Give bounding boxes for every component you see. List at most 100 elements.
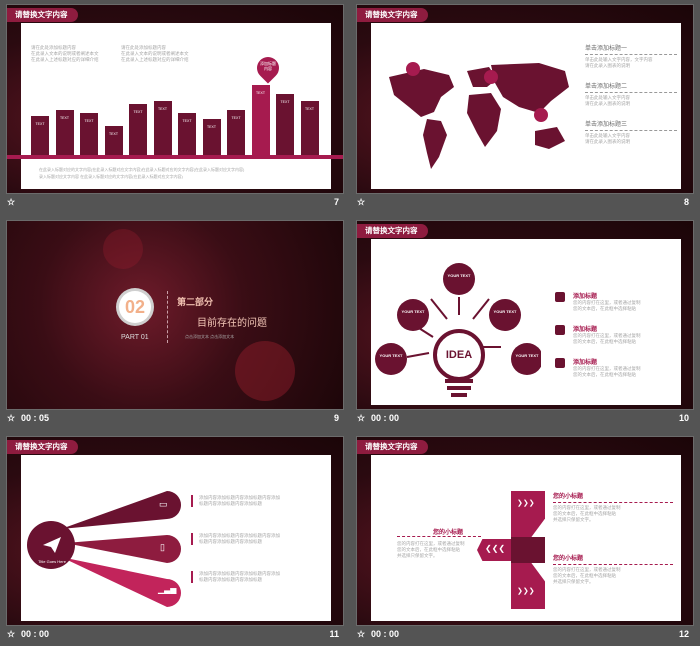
idea-list-item: 添加标题 您的内容打在这里，或者通过复制 您的文本后，在此框中选择粘贴 <box>555 324 675 345</box>
star-icon[interactable]: ☆ <box>7 413 16 423</box>
slide-9-canvas: 02 PART 01 第二部分 目前存在的问题 点击添加文本 点击添加文本 <box>6 220 344 410</box>
slide-number: 10 <box>678 413 689 423</box>
arrow-left-glyph: ❮❮❮ <box>485 544 506 553</box>
world-map <box>389 62 569 169</box>
bar-label: TEXT <box>133 109 143 114</box>
slide-thumbnail-9[interactable]: 02 PART 01 第二部分 目前存在的问题 点击添加文本 点击添加文本 ☆ … <box>3 217 347 429</box>
footer-text-1: 在此录入标题对应的文字内容(在此录入标题对应文字内容)在此录入标题对应的文字内容… <box>39 167 245 172</box>
funnel-text: 添加内容添加标题内容添加标题内容添加 标题内容添加标题内容添加标题 <box>191 571 321 583</box>
section-number: 02 <box>124 297 146 317</box>
idea-item-desc: 您的内容打在这里，或者通过复制 您的文本后，在此框中选择粘贴 <box>573 300 641 311</box>
bokeh-light <box>103 229 143 269</box>
monitor-icon: ▭ <box>159 499 168 509</box>
bar: TEXT <box>276 93 294 155</box>
map-asia <box>491 63 569 113</box>
arrow-top-glyph: ❯❯❯ <box>517 500 535 507</box>
slide-thumbnail-7[interactable]: 请替换文字内容 请在此处添加标题内容 在此录入文本的说明或者阐述本文 在此录入上… <box>3 1 347 213</box>
idea-item-desc: 您的内容打在这里，或者通过复制 您的文本后，在此框中选择粘贴 <box>573 333 641 344</box>
idea-item-title: 添加标题 <box>573 327 598 333</box>
slide-tag: 请替换文字内容 <box>7 440 78 454</box>
right-item-desc: 您的内容打在这里，或者通过复制 您的文本后，在此框中选择粘贴 并选择只保留文字。 <box>553 505 621 522</box>
funnel-diagram <box>27 491 181 607</box>
slide-7-canvas: 请替换文字内容 请在此处添加标题内容 在此录入文本的说明或者阐述本文 在此录入上… <box>6 4 344 194</box>
funnel-texts: 添加内容添加标题内容添加标题内容添加 标题内容添加标题内容添加标题 添加内容添加标… <box>191 495 321 609</box>
slide-thumbnail-11[interactable]: 请替换文字内容 Title Goes Here ▭ ▯ ▁▃▅ 添加内容添加标题… <box>3 433 347 645</box>
part-label: PART 01 <box>121 334 149 341</box>
location-icon <box>555 325 565 335</box>
arrow-block-top <box>511 491 545 537</box>
star-icon[interactable]: ☆ <box>7 197 16 207</box>
bar-label: TEXT <box>35 121 45 126</box>
content-panel: 请在此处添加标题内容 在此录入文本的说明或者阐述本文 在此录入上述标题对应的详细… <box>7 23 343 189</box>
content-panel: 单击添加标题一 单击此处输入文字内容，文字内容 请在此录入图表的说明 单击添加标题二… <box>371 23 681 189</box>
right-items: 您的小标题 您的内容打在这里，或者通过复制 您的文本后，在此框中选择粘贴 并选择只… <box>553 491 673 615</box>
timing: 00 : 00 <box>371 413 400 423</box>
map-legend-item: 单击添加标题一 单击此处输入文字内容，文字内容 请在此录入图表的说明 <box>585 43 677 69</box>
footer-text-2: 录入标题对应文字内容 在此录入标题对应的文字内容(在此录入标题对应文字内容) <box>39 174 183 179</box>
bar-label: TEXT <box>280 99 290 104</box>
slide-number: 11 <box>329 629 339 639</box>
phone-icon: ▯ <box>160 542 165 552</box>
slide-tag: 请替换文字内容 <box>7 8 78 22</box>
arrow-block-left <box>477 539 511 561</box>
bar-label: TEXT <box>109 131 118 136</box>
bar: TEXT <box>104 125 123 155</box>
bar-label: TEXT <box>182 118 192 123</box>
slide-meta: ☆ 00 : 00 10 <box>357 413 693 427</box>
bubble-label: 添加标题内容 <box>260 61 276 71</box>
map-legend-list: 单击添加标题一 单击此处输入文字内容，文字内容 请在此录入图表的说明 单击添加标题二… <box>585 43 677 157</box>
arrow-bottom-glyph: ❯❯❯ <box>517 588 535 595</box>
idea-list-item: 添加标题 您的内容打在这里，或者通过复制 您的文本后，在此框中选择粘贴 <box>555 291 675 312</box>
idea-item-title: 添加标题 <box>573 360 598 366</box>
idea-item-desc: 您的内容打在这里，或者通过复制 您的文本后，在此框中选择粘贴 <box>573 366 641 377</box>
bar-label: TEXT <box>207 124 216 129</box>
section-subtitle: 目前存在的问题 <box>197 318 267 329</box>
slide-number: 12 <box>678 629 689 639</box>
slide-tag: 请替换文字内容 <box>357 8 428 22</box>
slide-8-canvas: 请替换文字内容 单击添加标题一 单击此处输入文字内容，文字内容 请在此录入图表的说 <box>356 4 694 194</box>
funnel-text: 添加内容添加标题内容添加标题内容添加 标题内容添加标题内容添加标题 <box>191 533 321 545</box>
bar-label: TEXT <box>60 115 69 120</box>
star-icon[interactable]: ☆ <box>357 629 366 639</box>
slide-thumbnail-10[interactable]: 请替换文字内容 <box>353 217 697 429</box>
divider <box>167 291 169 343</box>
legend-desc: 单击此处输入文字内容，文字内容 请在此录入图表的说明 <box>585 57 653 68</box>
location-icon <box>555 358 565 368</box>
star-icon[interactable]: ☆ <box>357 197 366 207</box>
left-underline <box>397 536 481 537</box>
idea-node-label: YOUR TEXT <box>401 309 425 314</box>
map-pins <box>406 62 548 122</box>
legend-desc: 单击此处输入文字内容 请在此录入图表的说明 <box>585 95 630 106</box>
bar: TEXT <box>80 112 98 155</box>
bar-label: TEXT <box>84 118 94 123</box>
slide-meta: ☆ 00 : 00 11 <box>7 629 343 643</box>
slide-thumbnail-8[interactable]: 请替换文字内容 单击添加标题一 单击此处输入文字内容，文字内容 请在此录入图表的说 <box>353 1 697 213</box>
bar-label: TEXT <box>305 107 314 112</box>
bar: TEXT <box>129 103 147 155</box>
idea-list: 添加标题 您的内容打在这里，或者通过复制 您的文本后，在此框中选择粘贴 添加标题 您的… <box>555 291 675 390</box>
idea-node-label: YOUR TEXT <box>447 273 471 278</box>
map-legend-item: 单击添加标题三 单击此处输入文字内容 请在此录入图表的说明 <box>585 119 677 145</box>
star-icon[interactable]: ☆ <box>357 413 366 423</box>
slide-thumbnail-12[interactable]: 请替换文字内容 您的小标题 您的内容打在这里，或者通过复制 您的文本后，在此框中… <box>353 433 697 645</box>
star-icon[interactable]: ☆ <box>7 629 16 639</box>
content-panel: Title Goes Here ▭ ▯ ▁▃▅ 添加内容添加标题内容添加标题内容… <box>21 455 331 621</box>
bar: TEXT <box>153 101 172 155</box>
idea-node-label: YOUR TEXT <box>379 353 403 358</box>
slide-meta: ☆ 8 <box>357 197 693 211</box>
timing: 00 : 00 <box>371 629 400 639</box>
right-item: 您的小标题 您的内容打在这里，或者通过复制 您的文本后，在此框中选择粘贴 并选择只… <box>553 553 673 585</box>
bar: TEXT <box>202 118 221 155</box>
bar-label: TEXT <box>256 91 265 95</box>
idea-item-title: 添加标题 <box>573 294 598 300</box>
slide-meta: ☆ 00 : 00 12 <box>357 629 693 643</box>
map-north-america <box>389 69 454 117</box>
center-block <box>511 537 545 563</box>
slide-10-canvas: 请替换文字内容 <box>356 220 694 410</box>
slide-number: 7 <box>333 197 339 207</box>
text-column-1: 请在此处添加标题内容 在此录入文本的说明或者阐述本文 在此录入上述标题对应的详细… <box>31 45 99 62</box>
content-panel: IDEA YOUR TEXT YOUR TEXT YOUR TEXT YOUR TEX… <box>371 239 681 405</box>
left-desc: 您的内容打在这里，或者通过复制 您的文本后，在此框中选择粘贴 并选择只保留文字。 <box>397 541 465 558</box>
legend-title: 单击添加标题三 <box>585 119 677 131</box>
circle-title: Title Goes Here <box>38 559 66 564</box>
